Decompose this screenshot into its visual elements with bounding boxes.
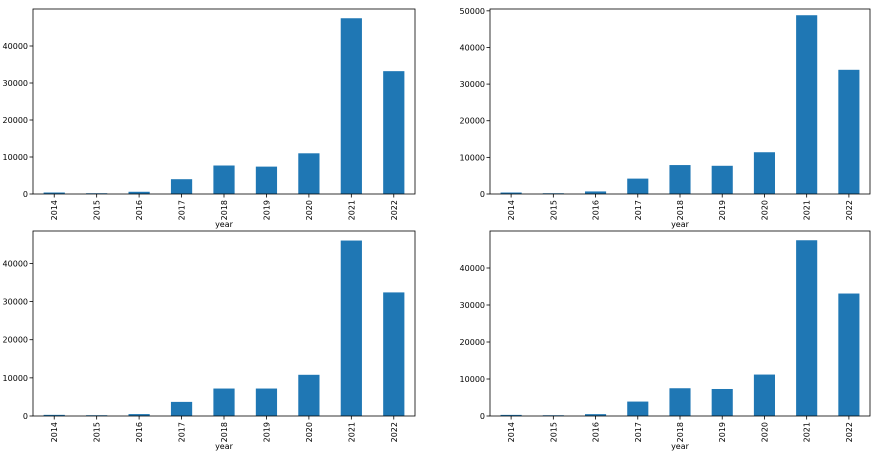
- bar-2019: [255, 388, 278, 416]
- bar-2018: [669, 388, 691, 416]
- subplot-4: 0 10000 20000 30000 40000 2014 2015 2016 2017 201…: [460, 230, 871, 451]
- x-tick-label: 2022: [845, 422, 854, 442]
- bar-2018: [213, 165, 235, 194]
- y-tick-label: 20000: [460, 338, 485, 347]
- x-tick-label: 2017: [178, 422, 187, 442]
- x-tick-label: 2015: [93, 200, 102, 220]
- bar-2022: [838, 293, 860, 416]
- x-tick-label: 2015: [549, 200, 558, 220]
- x-tick-label: 2018: [676, 422, 685, 442]
- bar-2019: [255, 166, 278, 194]
- x-tick-label: 2020: [760, 422, 769, 442]
- x-axis-label: year: [215, 442, 234, 451]
- bar-2014: [500, 414, 522, 416]
- bar-2019: [711, 388, 733, 416]
- bar-2021: [796, 15, 818, 195]
- x-tick-label: 2021: [803, 200, 812, 220]
- x-tick-label: 2018: [220, 200, 229, 220]
- bar-2014: [43, 192, 65, 194]
- y-tick-label: 20000: [460, 117, 485, 126]
- bar-2016: [585, 191, 607, 194]
- x-tick-label: 2016: [135, 200, 144, 220]
- y-tick-label: 20000: [3, 116, 28, 125]
- x-tick-label: 2018: [220, 422, 229, 442]
- x-axis-label: year: [671, 442, 690, 451]
- y-tick-label: 30000: [460, 80, 485, 89]
- y-tick-label: 40000: [460, 43, 485, 52]
- x-tick-label: 2014: [50, 422, 59, 442]
- bar-2018: [213, 388, 235, 416]
- y-tick-label: 40000: [3, 42, 28, 51]
- y-tick-label: 0: [480, 190, 485, 199]
- x-tick-label: 2022: [845, 200, 854, 220]
- bar-2021: [340, 240, 362, 416]
- x-tick-label: 2014: [507, 422, 516, 442]
- x-tick-label: 2015: [93, 422, 102, 442]
- bar-2020: [298, 374, 320, 416]
- x-tick-label: 2017: [178, 200, 187, 220]
- bar-2017: [170, 179, 193, 194]
- bar-2014: [43, 414, 65, 416]
- x-tick-label: 2022: [390, 200, 399, 220]
- y-tick-label: 40000: [460, 264, 485, 273]
- bar-2016: [585, 414, 607, 416]
- y-tick-label: 10000: [460, 375, 485, 384]
- x-tick-label: 2019: [718, 422, 727, 442]
- bar-2021: [796, 240, 818, 416]
- x-tick-label: 2022: [390, 422, 399, 442]
- x-tick-label: 2019: [262, 422, 271, 442]
- x-tick-label: 2016: [592, 200, 601, 220]
- subplot-1: 0 10000 20000 30000 40000 2014 2015 2016 2017 201…: [3, 8, 416, 229]
- bar-2016: [128, 191, 150, 194]
- y-tick-label: 10000: [3, 153, 28, 162]
- bar-2017: [170, 401, 193, 416]
- bar-2014: [500, 192, 522, 194]
- x-tick-label: 2019: [262, 200, 271, 220]
- y-tick-label: 20000: [3, 336, 28, 345]
- x-tick-label: 2014: [50, 200, 59, 220]
- y-tick-label: 0: [480, 412, 485, 421]
- bar-2022: [383, 292, 405, 416]
- x-axis-label: year: [215, 220, 234, 229]
- x-tick-label: 2016: [135, 422, 144, 442]
- y-tick-label: 30000: [3, 298, 28, 307]
- x-tick-label: 2017: [634, 200, 643, 220]
- x-tick-label: 2017: [634, 422, 643, 442]
- bar-2018: [669, 165, 691, 194]
- x-tick-label: 2015: [549, 422, 558, 442]
- x-tick-label: 2020: [760, 200, 769, 220]
- bar-2017: [627, 401, 649, 416]
- subplot-3: 0 10000 20000 30000 40000 2014 2015 2016 2017 201…: [3, 230, 416, 451]
- subplot-2: 0 10000 20000 30000 40000 50000 2014 2015 2016 20…: [460, 7, 871, 229]
- bar-2016: [128, 414, 150, 416]
- x-tick-label: 2021: [803, 422, 812, 442]
- y-tick-label: 10000: [3, 374, 28, 383]
- bar-2020: [753, 374, 775, 416]
- y-tick-label: 40000: [3, 259, 28, 268]
- bar-2020: [298, 153, 320, 194]
- x-tick-label: 2021: [347, 200, 356, 220]
- x-tick-label: 2018: [676, 200, 685, 220]
- y-tick-label: 30000: [3, 79, 28, 88]
- bar-2017: [627, 178, 649, 194]
- bar-2022: [383, 71, 405, 194]
- y-tick-label: 0: [23, 412, 28, 421]
- x-tick-label: 2020: [305, 200, 314, 220]
- bar-2021: [340, 18, 362, 194]
- y-tick-label: 50000: [460, 7, 485, 16]
- bar-2019: [711, 165, 733, 194]
- bar-2022: [838, 69, 860, 194]
- y-tick-label: 0: [23, 190, 28, 199]
- x-tick-label: 2014: [507, 200, 516, 220]
- bar-2020: [753, 152, 775, 194]
- x-tick-label: 2019: [718, 200, 727, 220]
- y-tick-label: 10000: [460, 153, 485, 162]
- x-tick-label: 2021: [347, 422, 356, 442]
- x-axis-label: year: [671, 220, 690, 229]
- x-tick-label: 2020: [305, 422, 314, 442]
- x-tick-label: 2016: [592, 422, 601, 442]
- y-tick-label: 30000: [460, 301, 485, 310]
